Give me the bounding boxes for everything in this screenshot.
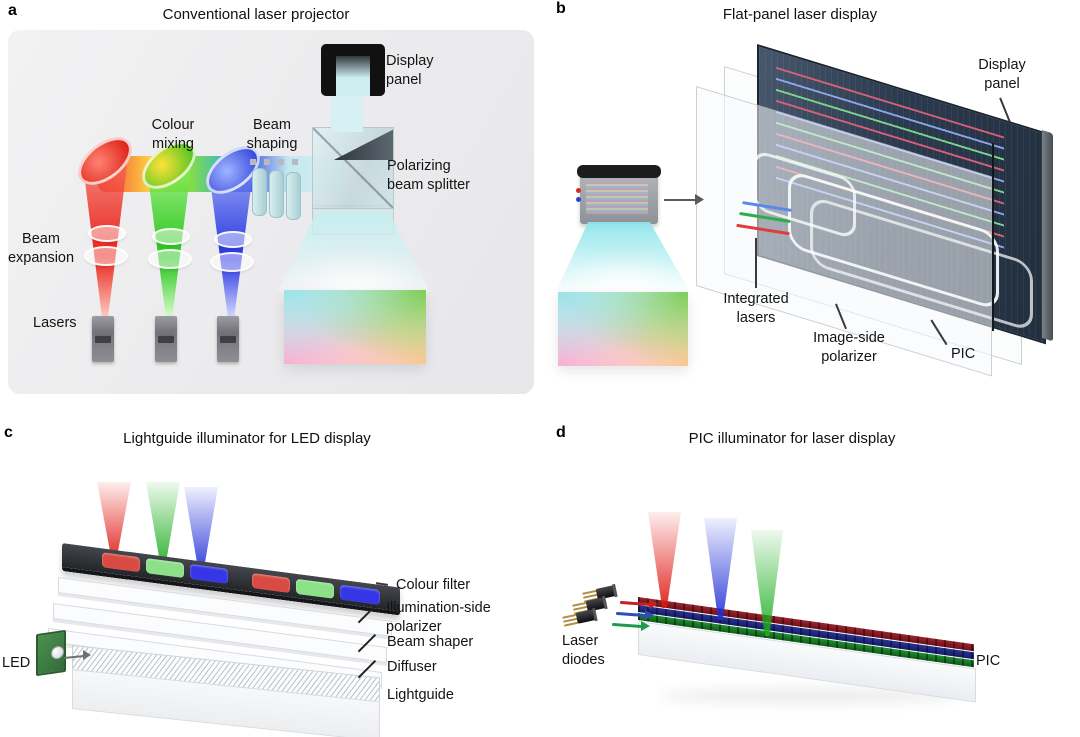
label-colour-mixing: Colour mixing xyxy=(151,117,195,153)
label-led: LED xyxy=(2,655,31,671)
blue-light-cone-d xyxy=(704,518,737,620)
laser-facet xyxy=(158,334,174,343)
red-coupling-arrow-head xyxy=(649,599,658,609)
beam-to-panel xyxy=(331,92,363,132)
pic-shadow xyxy=(660,688,960,704)
display-panel-edge xyxy=(1042,130,1053,342)
label-polarizing-beam-splitter: Polarizing beam splitter xyxy=(387,158,471,194)
label-beam-shaping: Beam shaping xyxy=(246,117,298,153)
filter-cell-red xyxy=(252,573,290,594)
label-beam-expansion: Beam expansion xyxy=(7,231,75,267)
beam-shaping-lens xyxy=(269,170,284,218)
module-chip-face xyxy=(586,182,648,214)
label-display-panel-a: Display panel xyxy=(386,53,434,89)
laser-module-red xyxy=(92,316,114,362)
laser-facet xyxy=(95,334,111,343)
label-colour-filter: Colour filter xyxy=(396,577,471,593)
label-diffuser: Diffuser xyxy=(387,659,437,675)
module-arrow-head xyxy=(695,194,704,205)
label-integrated-lasers: Integrated lasers xyxy=(723,291,789,327)
label-lightguide: Lightguide xyxy=(387,687,454,703)
laser-module-blue xyxy=(217,316,239,362)
polarizing-beam-splitter-cube xyxy=(312,127,394,209)
panel-b-title: Flat-panel laser display xyxy=(722,6,878,23)
label-pic-d: PIC xyxy=(976,653,1001,669)
diode-pin xyxy=(563,621,579,627)
beam-shaping-aperture xyxy=(250,159,256,165)
panel-letter-a: a xyxy=(8,2,17,19)
pic-projector-module xyxy=(576,165,661,224)
display-panel-frame xyxy=(321,44,385,96)
panel-letter-d: d xyxy=(556,424,566,441)
filter-cell-blue xyxy=(190,563,228,584)
beam-shaping-aperture xyxy=(264,159,270,165)
label-beam-shaper: Beam shaper xyxy=(387,634,474,650)
panel-inner-bezel-line xyxy=(992,143,994,331)
panel-letter-c: c xyxy=(4,424,13,441)
led-arrow-head xyxy=(83,650,91,660)
label-illumination-side-polarizer: Illumination-side polarizer xyxy=(386,600,491,636)
led-chip xyxy=(36,629,66,677)
panel-d-title: PIC illuminator for laser display xyxy=(688,430,896,447)
display-panel-aperture xyxy=(336,56,370,96)
blue-coupling-arrow-head xyxy=(645,610,654,620)
beam-shaping-aperture xyxy=(292,159,298,165)
module-arrow-line xyxy=(664,199,696,201)
laser-module-green xyxy=(155,316,177,362)
lens xyxy=(88,225,126,242)
lens xyxy=(148,249,192,269)
red-light-cone-d xyxy=(648,512,681,608)
filter-cell-green xyxy=(296,578,334,599)
filter-cell-blue xyxy=(340,584,380,605)
beam-shaping-aperture xyxy=(278,159,284,165)
lens xyxy=(214,231,252,248)
label-lasers: Lasers xyxy=(33,315,77,331)
projected-image xyxy=(284,290,426,364)
lens xyxy=(84,246,128,266)
module-top-bar xyxy=(577,165,661,178)
label-image-side-polarizer: Image-side polarizer xyxy=(813,330,885,366)
panel-letter-b: b xyxy=(556,0,566,17)
pic-bar xyxy=(638,597,976,703)
filter-cell-red xyxy=(102,552,140,573)
label-display-panel-b: Display panel xyxy=(978,57,1026,93)
projected-image-b xyxy=(558,292,688,366)
green-coupling-arrow-head xyxy=(641,621,650,631)
leader-integrated-lasers xyxy=(755,238,757,288)
panel-a-title: Conventional laser projector xyxy=(162,6,350,23)
laser-facet xyxy=(220,334,236,343)
module-red-indicator xyxy=(576,188,581,193)
laser-diode xyxy=(562,607,600,629)
lens xyxy=(210,252,254,272)
green-light-cone-c xyxy=(146,482,180,566)
beam-shaping-lens xyxy=(286,172,301,220)
led-dome xyxy=(51,645,64,660)
beam-shaping-lens xyxy=(252,168,267,216)
panel-c-title: Lightguide illuminator for LED display xyxy=(123,430,371,447)
label-pic-b: PIC xyxy=(951,346,976,362)
module-blue-indicator xyxy=(576,197,581,202)
label-laser-diodes: Laser diodes xyxy=(562,633,605,669)
filter-cell-green xyxy=(146,558,184,579)
lens xyxy=(152,228,190,245)
